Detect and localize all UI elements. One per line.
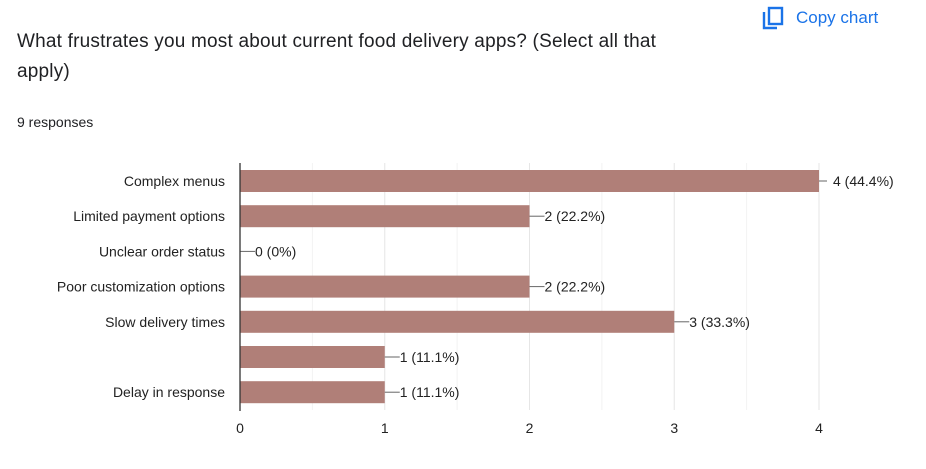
data-label: 3 (33.3%) — [689, 314, 750, 330]
category-label: Slow delivery times — [105, 314, 225, 330]
data-label: 0 (0%) — [255, 243, 296, 259]
bar — [240, 205, 530, 228]
response-count: 9 responses — [17, 114, 94, 130]
category-label: Limited payment options — [73, 208, 225, 224]
x-tick-label: 1 — [381, 420, 389, 436]
data-label: 2 (22.2%) — [545, 208, 606, 224]
copy-chart-button[interactable]: Copy chart — [762, 6, 878, 30]
category-label: Complex menus — [124, 173, 225, 189]
x-tick-label: 2 — [526, 420, 534, 436]
x-tick-label: 4 — [815, 420, 823, 436]
bar — [240, 381, 385, 404]
category-label: Poor customization options — [57, 279, 225, 295]
bar — [240, 275, 530, 298]
data-label: 1 (11.1%) — [400, 384, 460, 400]
bar — [240, 346, 385, 368]
category-label: Unclear order status — [99, 243, 225, 259]
bar — [240, 170, 819, 192]
copy-icon — [762, 6, 784, 30]
data-label: 1 (11.1%) — [400, 349, 460, 365]
chart-title: What frustrates you most about current f… — [17, 31, 657, 82]
x-tick-label: 3 — [670, 420, 678, 436]
copy-chart-label: Copy chart — [796, 8, 879, 27]
category-label: Delay in response — [113, 384, 225, 400]
bar — [240, 310, 675, 333]
x-tick-label: 0 — [236, 420, 244, 436]
data-label: 2 (22.2%) — [545, 279, 606, 295]
data-label: 4 (44.4%) — [833, 173, 894, 189]
